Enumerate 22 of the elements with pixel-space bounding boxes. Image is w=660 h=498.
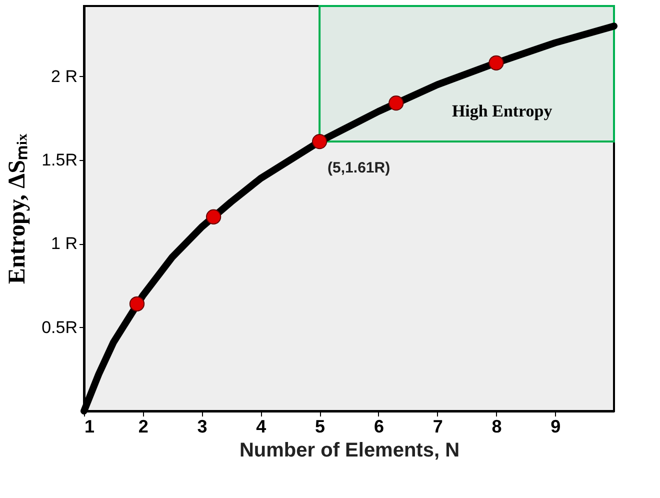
point xyxy=(312,134,328,150)
y-tick-label: 1 R xyxy=(51,234,78,254)
annotation: (5,1.61R) xyxy=(328,160,390,177)
x-tick-label: 3 xyxy=(197,416,208,436)
x-tick-label: 4 xyxy=(256,416,266,436)
point xyxy=(206,209,222,224)
x-tick-label: 5 xyxy=(315,416,326,436)
x-axis-title: Number of Elements, N xyxy=(239,440,460,462)
x-tick-label: 8 xyxy=(492,416,502,436)
y-tick-label: 2 R xyxy=(51,66,78,86)
x-tick-label: 1 xyxy=(84,416,95,436)
point xyxy=(388,96,404,111)
y-axis-title: Entropy, ΔSₘᵢₓ xyxy=(4,134,31,284)
x-tick-label: 2 xyxy=(138,416,148,436)
y-tick-label: 0.5R xyxy=(42,318,78,337)
point xyxy=(488,55,504,70)
y-tick-label: 1.5R xyxy=(42,150,78,170)
x-tick-label: 9 xyxy=(550,416,561,436)
x-tick-label: 7 xyxy=(432,416,443,436)
band-label: High Entropy xyxy=(452,102,553,121)
point xyxy=(129,296,145,312)
x-tick-label: 6 xyxy=(374,416,384,436)
